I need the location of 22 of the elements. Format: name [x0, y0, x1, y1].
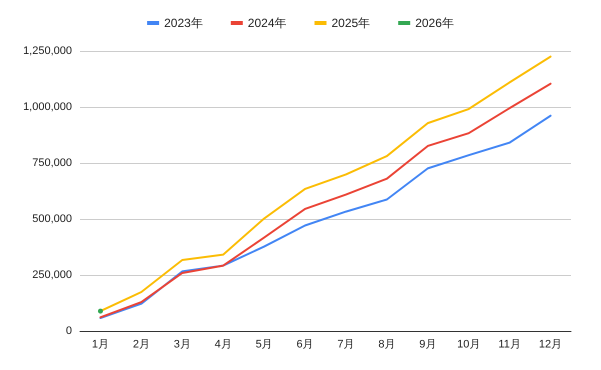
x-tick-label: 12月 — [538, 338, 562, 350]
y-tick-label: 750,000 — [32, 157, 72, 169]
legend-label: 2023年 — [164, 16, 203, 30]
x-tick-label: 8月 — [378, 338, 396, 350]
legend-label: 2026年 — [415, 16, 454, 30]
legend-label: 2025年 — [332, 16, 370, 30]
y-tick-label: 1,000,000 — [23, 101, 72, 113]
x-tick-label: 2月 — [132, 338, 150, 350]
x-tick-label: 6月 — [296, 338, 314, 350]
x-tick-label: 7月 — [337, 338, 355, 350]
y-tick-label: 1,250,000 — [23, 45, 72, 57]
x-tick-label: 4月 — [214, 338, 232, 350]
legend-label: 2024年 — [248, 16, 287, 30]
x-tick-label: 9月 — [419, 338, 436, 350]
x-tick-label: 1月 — [92, 338, 110, 350]
x-tick-label: 5月 — [256, 338, 273, 350]
y-tick-label: 0 — [66, 325, 72, 337]
y-tick-label: 250,000 — [32, 269, 72, 281]
y-tick-label: 500,000 — [32, 213, 72, 225]
x-tick-label: 10月 — [457, 338, 480, 350]
x-tick-label: 3月 — [174, 338, 191, 350]
x-tick-label: 11月 — [498, 338, 521, 350]
